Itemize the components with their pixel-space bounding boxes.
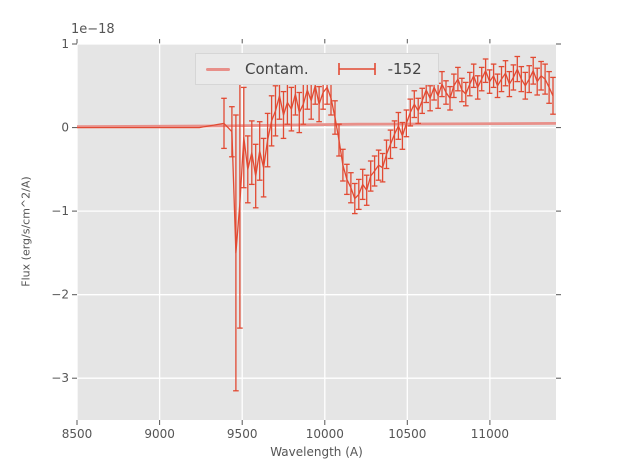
y-axis-offset-label: 1e−18 <box>71 22 115 37</box>
x-tick-label: 8500 <box>62 427 93 441</box>
x-tick-label: 10500 <box>388 427 426 441</box>
x-tick-label: 11000 <box>471 427 509 441</box>
spectrum-line <box>77 68 554 254</box>
legend: Contam. -152 <box>195 53 439 85</box>
x-axis-label: Wavelength (A) <box>270 445 363 459</box>
y-tick-label: 1 <box>61 37 69 51</box>
y-tick-label: −1 <box>51 204 69 218</box>
errorbar-sample-icon <box>337 63 376 75</box>
x-tick-label: 10000 <box>306 427 344 441</box>
y-tick-label: −2 <box>51 288 69 302</box>
x-tick-label: 9000 <box>144 427 175 441</box>
y-tick-label: 0 <box>61 121 69 135</box>
y-tick-label: −3 <box>51 371 69 385</box>
contam-line-sample-icon <box>206 67 230 71</box>
y-axis-label: Flux (erg/s/cm^2/A) <box>19 176 33 287</box>
x-tick-label: 9500 <box>227 427 258 441</box>
legend-label-spectrum: -152 <box>387 60 422 78</box>
legend-label-contam: Contam. <box>245 60 309 78</box>
plot-area <box>77 44 556 420</box>
